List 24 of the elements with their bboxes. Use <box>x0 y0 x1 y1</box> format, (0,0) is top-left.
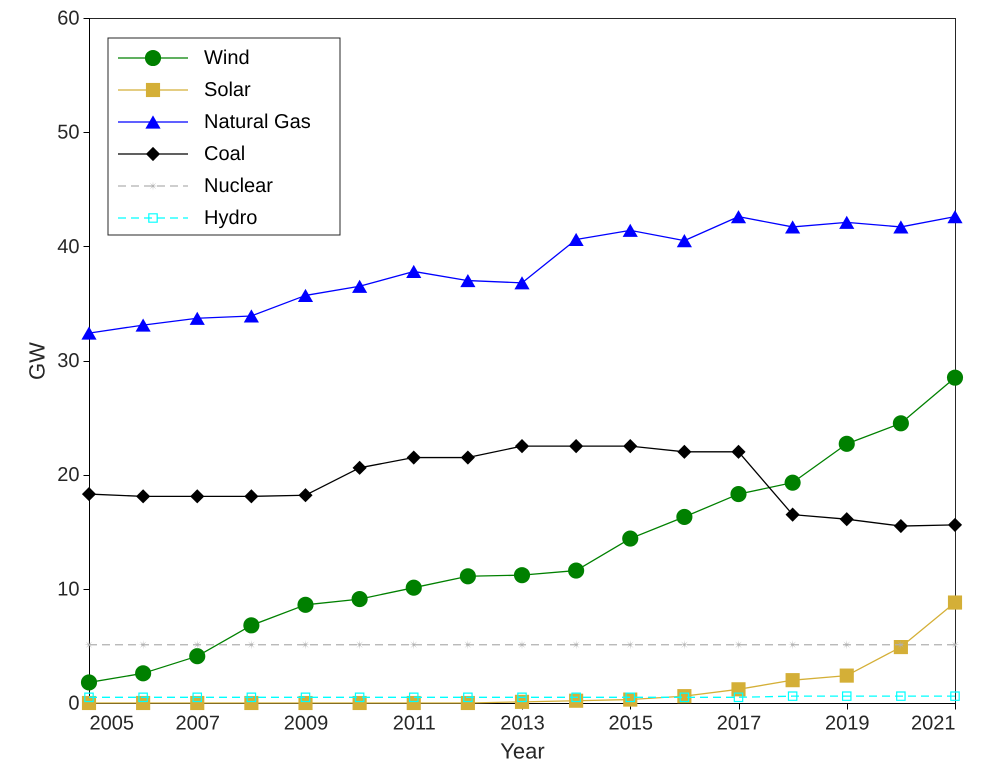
y-tick-label: 50 <box>57 122 80 144</box>
x-tick-label: 2013 <box>500 712 545 734</box>
x-tick-label: 2017 <box>716 712 762 734</box>
legend-label: Solar <box>204 79 252 101</box>
x-tick-label: 2009 <box>284 712 328 734</box>
y-tick-label: 10 <box>57 578 80 600</box>
legend-label: Natural Gas <box>204 111 311 133</box>
x-tick-label: 2005 <box>90 712 134 734</box>
x-tick-label: 2021 <box>911 712 956 734</box>
x-tick-label: 2007 <box>176 712 220 734</box>
y-tick-label: 60 <box>57 8 80 30</box>
y-tick-label: 20 <box>57 464 80 486</box>
x-tick-label: 2015 <box>608 712 653 734</box>
y-axis-title: GW <box>24 342 50 380</box>
x-tick-label: 2011 <box>392 712 436 734</box>
x-axis-title: Year <box>500 738 545 764</box>
legend-label: Nuclear <box>204 175 274 197</box>
legend-label: Wind <box>204 47 250 69</box>
legend-label: Hydro <box>204 207 258 229</box>
x-tick-label: 2019 <box>825 712 870 734</box>
y-tick-label: 0 <box>68 692 80 714</box>
y-tick-label: 30 <box>57 350 80 372</box>
y-tick-label: 40 <box>57 236 80 258</box>
legend-label: Coal <box>204 143 246 165</box>
